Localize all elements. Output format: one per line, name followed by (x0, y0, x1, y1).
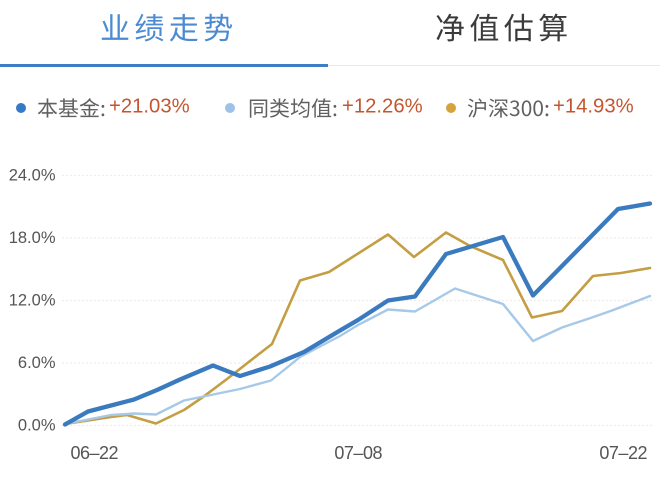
svg-text:0.0%: 0.0% (18, 417, 56, 435)
svg-text:07–22: 07–22 (599, 443, 647, 463)
svg-text:12.0%: 12.0% (9, 292, 56, 310)
svg-text:07–08: 07–08 (334, 443, 382, 463)
svg-text:6.0%: 6.0% (18, 354, 56, 372)
svg-text:06–22: 06–22 (71, 443, 119, 463)
svg-text:18.0%: 18.0% (9, 229, 56, 247)
svg-text:24.0%: 24.0% (9, 167, 56, 185)
